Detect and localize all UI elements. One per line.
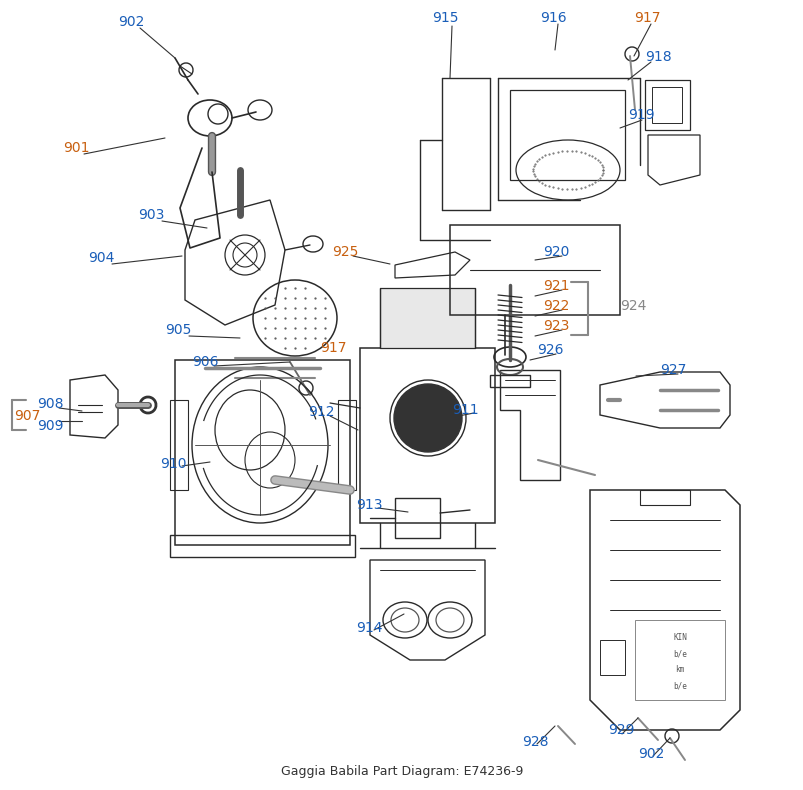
Bar bbox=[450, 225, 619, 315]
Text: KIN: KIN bbox=[672, 634, 686, 642]
Text: 924: 924 bbox=[619, 299, 646, 313]
Text: 925: 925 bbox=[332, 245, 358, 259]
Circle shape bbox=[393, 384, 462, 452]
Text: 920: 920 bbox=[542, 245, 569, 259]
Bar bbox=[509, 90, 624, 180]
Bar bbox=[175, 360, 349, 545]
Polygon shape bbox=[380, 288, 475, 348]
Text: 917: 917 bbox=[634, 11, 660, 25]
Text: Gaggia Babila Part Diagram: E74236-9: Gaggia Babila Part Diagram: E74236-9 bbox=[280, 766, 523, 778]
Text: 910: 910 bbox=[160, 457, 186, 471]
Text: 927: 927 bbox=[659, 363, 686, 377]
Text: 906: 906 bbox=[192, 355, 218, 369]
Text: 902: 902 bbox=[118, 15, 145, 29]
Text: 907: 907 bbox=[14, 409, 40, 423]
Bar bbox=[651, 87, 681, 123]
Text: 909: 909 bbox=[37, 419, 63, 433]
Bar bbox=[639, 490, 689, 505]
Bar bbox=[169, 535, 355, 557]
Bar bbox=[337, 400, 356, 490]
Text: 915: 915 bbox=[431, 11, 458, 25]
Text: 913: 913 bbox=[356, 498, 382, 512]
Text: 901: 901 bbox=[63, 141, 89, 155]
Text: b/e: b/e bbox=[672, 682, 686, 690]
Text: 912: 912 bbox=[308, 405, 334, 419]
Bar bbox=[360, 348, 495, 523]
Text: 908: 908 bbox=[37, 397, 63, 411]
Text: 918: 918 bbox=[644, 50, 671, 64]
Text: 928: 928 bbox=[521, 735, 548, 749]
Text: km: km bbox=[675, 665, 684, 675]
Text: 929: 929 bbox=[607, 723, 634, 737]
Text: 921: 921 bbox=[542, 279, 569, 293]
Text: 916: 916 bbox=[540, 11, 566, 25]
Bar bbox=[644, 80, 689, 130]
Bar bbox=[169, 400, 188, 490]
Text: 926: 926 bbox=[536, 343, 563, 357]
Bar bbox=[489, 375, 529, 387]
Text: 922: 922 bbox=[542, 299, 569, 313]
Text: 919: 919 bbox=[627, 108, 654, 122]
Text: 911: 911 bbox=[451, 403, 478, 417]
Text: 917: 917 bbox=[320, 341, 346, 355]
Text: 902: 902 bbox=[638, 747, 663, 761]
Bar bbox=[394, 498, 439, 538]
Text: 905: 905 bbox=[165, 323, 191, 337]
Bar bbox=[634, 620, 724, 700]
Text: 903: 903 bbox=[138, 208, 164, 222]
Text: b/e: b/e bbox=[672, 649, 686, 659]
Text: 904: 904 bbox=[88, 251, 114, 265]
Text: 923: 923 bbox=[542, 319, 569, 333]
Text: 914: 914 bbox=[356, 621, 382, 635]
Bar bbox=[599, 640, 624, 675]
